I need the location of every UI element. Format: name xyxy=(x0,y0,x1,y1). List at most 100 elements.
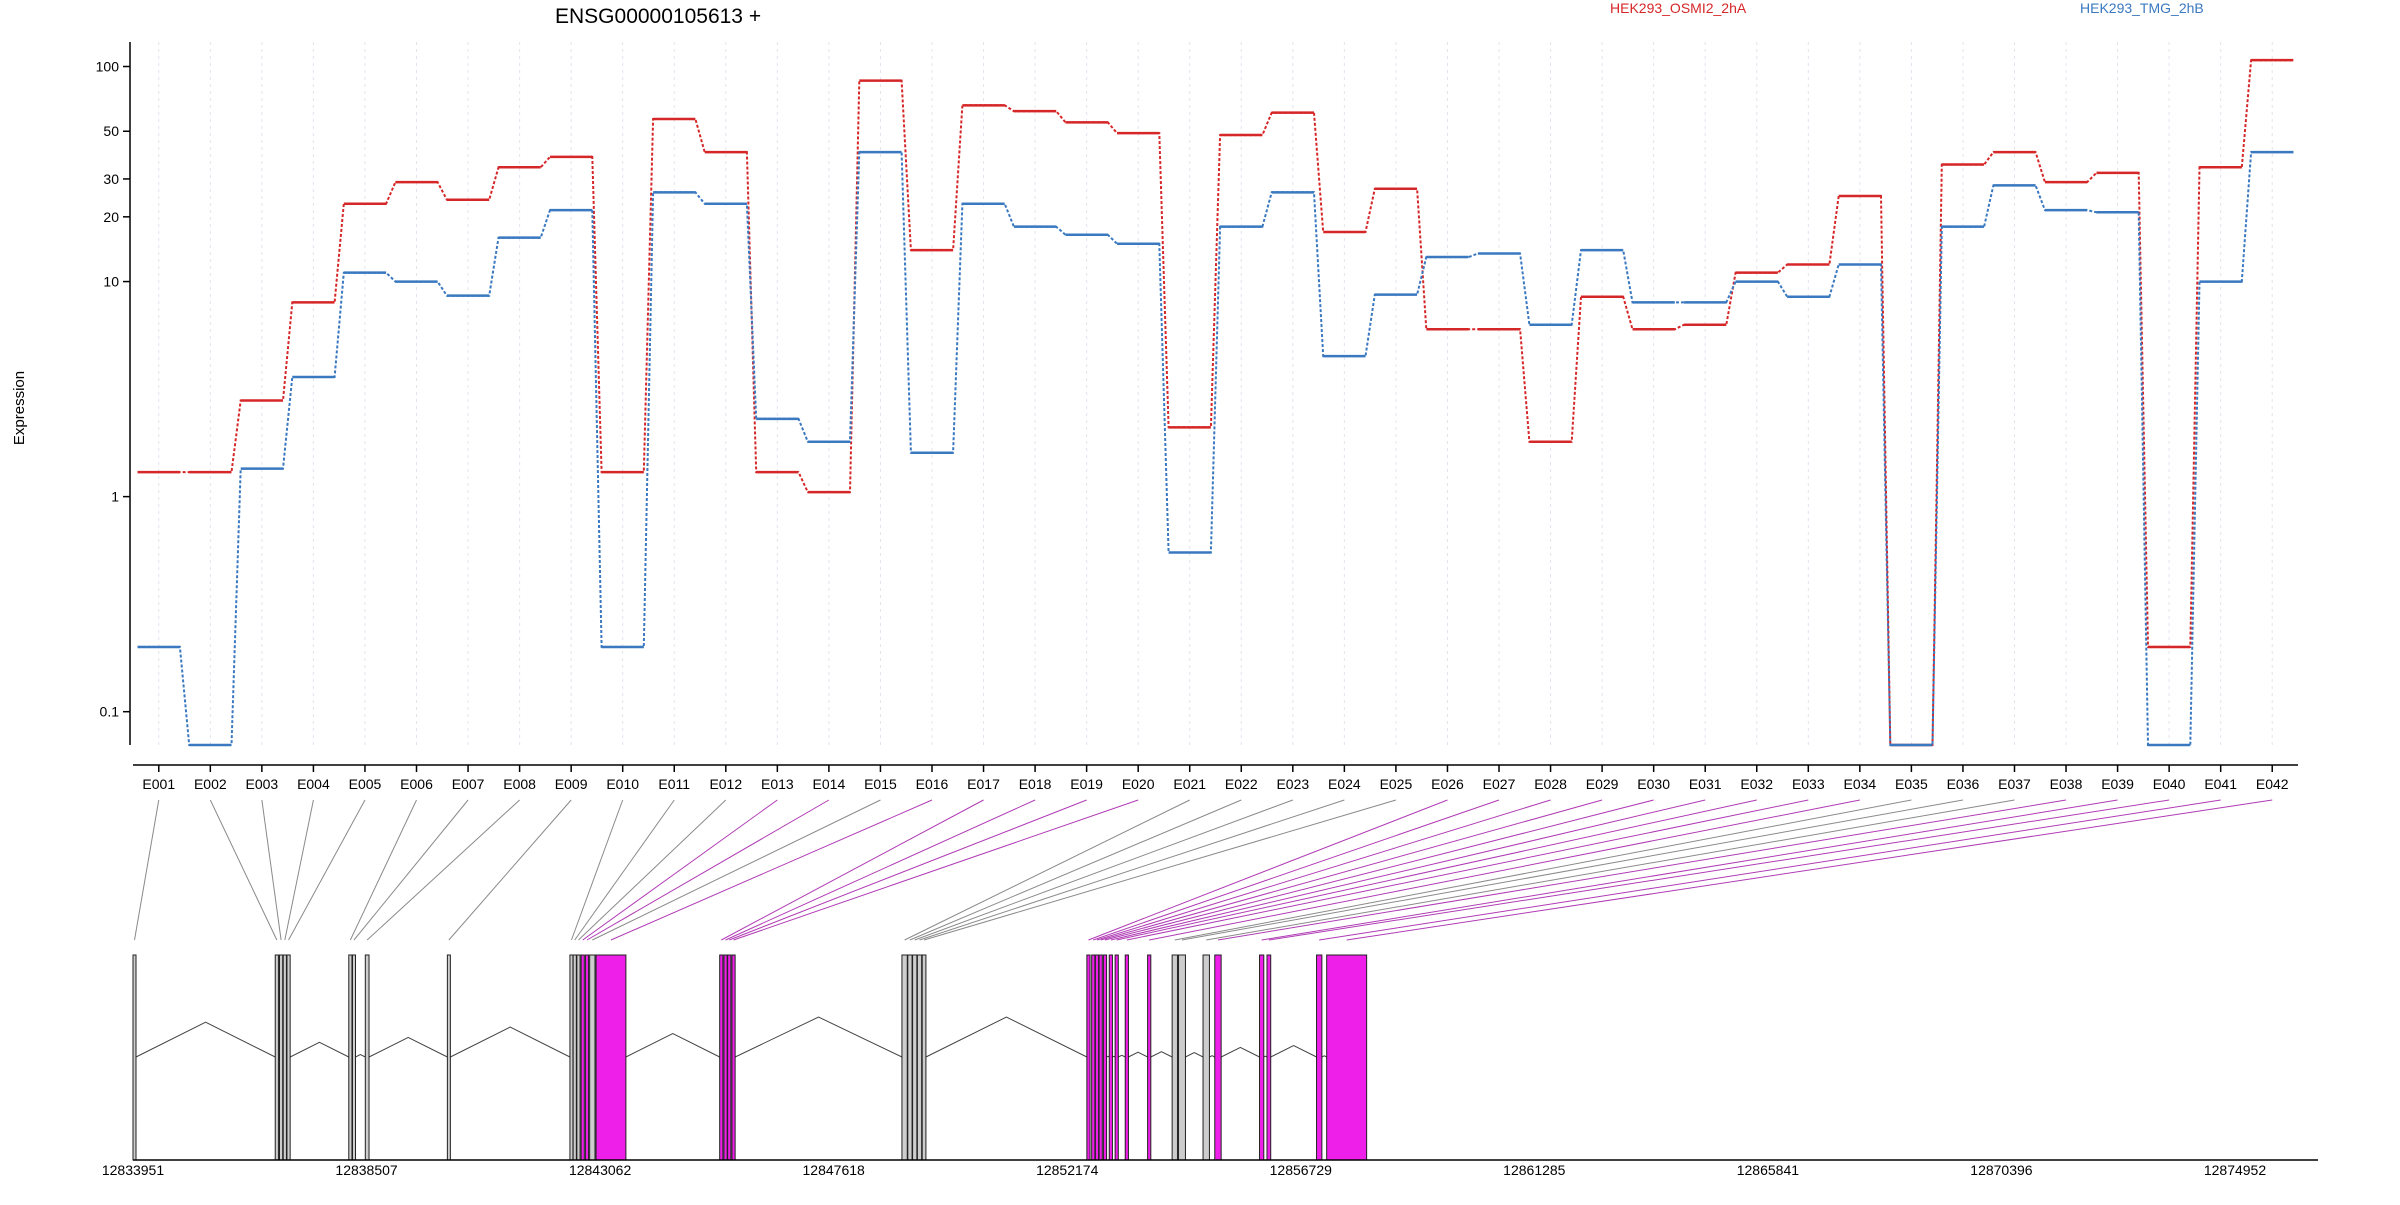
exon-connector xyxy=(733,799,1139,941)
x-tick-label: E001 xyxy=(142,776,175,792)
x-tick-label: E021 xyxy=(1173,776,1206,792)
exon-box-E020 xyxy=(731,954,736,1161)
exon-box-E015 xyxy=(589,954,596,1161)
exon-connector xyxy=(1104,799,1654,941)
exon-connector xyxy=(1126,799,1809,941)
exon-connector xyxy=(261,799,282,941)
exon-connector xyxy=(448,799,572,941)
exon-box-E039 xyxy=(1259,954,1265,1161)
intron-line xyxy=(1321,1055,1327,1058)
x-tick-label: E014 xyxy=(813,776,846,792)
y-tick-label: 100 xyxy=(96,59,120,75)
genomic-tick-label: 12843062 xyxy=(569,1162,632,1178)
x-tick-label: E018 xyxy=(1019,776,1052,792)
x-tick-label: E005 xyxy=(349,776,382,792)
exon-connector xyxy=(1100,799,1603,941)
exon-connector xyxy=(366,799,520,941)
legend-series-1: HEK293_OSMI2_2hA xyxy=(1610,0,1747,16)
x-tick-label: E033 xyxy=(1792,776,1825,792)
x-tick-label: E016 xyxy=(916,776,949,792)
x-tick-label: E006 xyxy=(400,776,433,792)
exon-connector xyxy=(1217,799,2067,941)
x-tick-label: E011 xyxy=(658,776,690,792)
y-tick-label: 1 xyxy=(111,489,119,505)
exon-box-E004 xyxy=(282,954,287,1161)
exon-box-E013 xyxy=(580,954,585,1161)
x-tick-label: E031 xyxy=(1689,776,1722,792)
exon-box-E024 xyxy=(916,954,923,1161)
exon-box-E028 xyxy=(1094,954,1100,1161)
exon-box-E035 xyxy=(1171,954,1178,1161)
x-tick-label: E042 xyxy=(2256,776,2289,792)
exon-box-E003 xyxy=(278,954,284,1161)
legend-series-2: HEK293_TMG_2hB xyxy=(2080,0,2204,16)
series-line-1 xyxy=(137,59,2294,746)
exon-connector xyxy=(914,799,1293,941)
x-tick-label: E024 xyxy=(1328,776,1361,792)
exon-connector xyxy=(1088,799,1448,941)
x-tick-label: E036 xyxy=(1947,776,1980,792)
y-tick-label: 0.1 xyxy=(100,704,120,720)
x-tick-label: E008 xyxy=(503,776,536,792)
x-tick-label: E002 xyxy=(194,776,227,792)
x-tick-label: E034 xyxy=(1843,776,1876,792)
intron-line xyxy=(925,1016,1088,1058)
exon-box-E010 xyxy=(569,954,574,1161)
series-line-2 xyxy=(137,151,2294,746)
intron-line xyxy=(289,1041,350,1058)
exon-box-E001 xyxy=(132,954,137,1161)
exon-connector xyxy=(582,799,778,941)
genomic-tick-label: 12856729 xyxy=(1270,1162,1333,1178)
exon-box-E007 xyxy=(352,954,357,1161)
exon-box-E036 xyxy=(1178,954,1186,1161)
exon-connector xyxy=(1096,799,1551,941)
intron-line xyxy=(368,1036,448,1058)
exon-connector xyxy=(353,799,469,941)
exon-connector xyxy=(1346,799,2273,941)
intron-line xyxy=(1150,1051,1173,1058)
exon-connector xyxy=(1116,799,1757,941)
intron-line xyxy=(1185,1052,1204,1058)
exon-connector xyxy=(721,799,984,941)
x-tick-label: E028 xyxy=(1534,776,1567,792)
x-tick-label: E009 xyxy=(555,776,588,792)
x-tick-label: E038 xyxy=(2050,776,2083,792)
x-tick-label: E032 xyxy=(1740,776,1773,792)
intron-line xyxy=(355,1053,366,1058)
genomic-tick-label: 12861285 xyxy=(1503,1162,1566,1178)
x-tick-label: E004 xyxy=(297,776,330,792)
intron-line xyxy=(1118,1054,1126,1058)
y-tick-label: 10 xyxy=(103,274,119,290)
exon-box-E008 xyxy=(364,954,370,1161)
exon-connector xyxy=(1268,799,2170,941)
exon-connector xyxy=(909,799,1242,941)
exon-box-E040 xyxy=(1266,954,1272,1161)
x-tick-label: E025 xyxy=(1380,776,1413,792)
exon-connector xyxy=(574,799,675,941)
exon-box-E019 xyxy=(727,954,732,1161)
exon-connector xyxy=(1181,799,1964,941)
exon-box-E012 xyxy=(576,954,581,1161)
exon-connector xyxy=(578,799,727,941)
exon-box-E029 xyxy=(1098,954,1103,1161)
x-tick-label: E003 xyxy=(246,776,279,792)
exon-box-E042 xyxy=(1326,954,1368,1161)
exon-box-E026 xyxy=(1086,954,1091,1161)
genomic-tick-label: 12838507 xyxy=(335,1162,398,1178)
exon-connector xyxy=(1149,799,1860,941)
exon-connector xyxy=(729,799,1087,941)
exon-box-E005 xyxy=(286,954,291,1161)
x-tick-label: E010 xyxy=(606,776,639,792)
intron-line xyxy=(625,1032,720,1058)
exon-connector xyxy=(610,799,933,941)
exon-connector xyxy=(1093,799,1500,941)
genomic-tick-label: 12833951 xyxy=(102,1162,165,1178)
exon-connector xyxy=(592,799,881,941)
exon-box-E017 xyxy=(719,954,724,1161)
exon-connector xyxy=(586,799,830,941)
x-tick-label: E019 xyxy=(1070,776,1103,792)
x-tick-label: E022 xyxy=(1225,776,1258,792)
exon-box-E032 xyxy=(1114,954,1119,1161)
x-tick-label: E029 xyxy=(1586,776,1619,792)
x-tick-label: E013 xyxy=(761,776,794,792)
